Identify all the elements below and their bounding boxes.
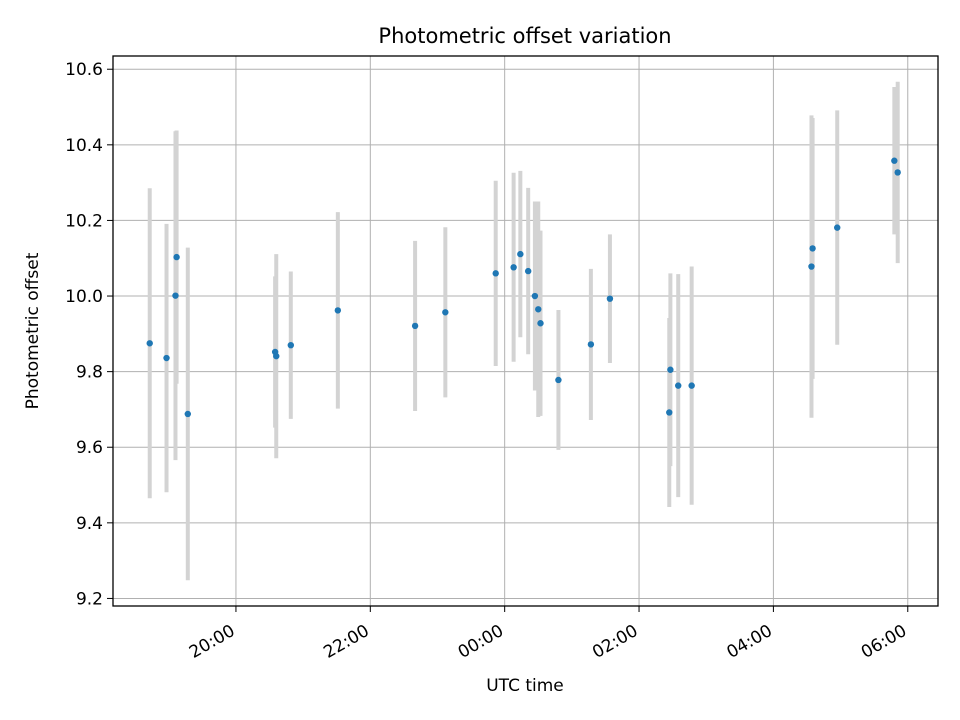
data-point (606, 295, 614, 302)
data-point (442, 309, 449, 316)
x-tick-label: 02:00 (589, 621, 641, 663)
data-point (411, 322, 419, 330)
data-point (334, 307, 342, 314)
x-tick-label: 06:00 (858, 621, 910, 663)
x-tick-label: 00:00 (455, 621, 507, 663)
error-bars (147, 81, 900, 581)
data-point (587, 341, 595, 348)
data-point (688, 382, 695, 389)
data-point (287, 341, 295, 349)
y-tick-label: 9.6 (76, 438, 103, 458)
data-point (891, 157, 898, 164)
y-tick-label: 9.2 (76, 589, 103, 609)
data-point (894, 169, 901, 176)
chart-title: Photometric offset variation (378, 24, 671, 48)
data-points (146, 157, 901, 418)
data-point (666, 409, 673, 416)
data-point (675, 382, 682, 389)
data-point (809, 245, 816, 252)
grid-lines (113, 56, 938, 606)
data-point (163, 354, 170, 362)
x-tick-label: 04:00 (723, 621, 775, 663)
data-point (524, 267, 532, 275)
y-tick-label: 10.2 (65, 211, 103, 231)
x-axis-ticks: 20:00 22:00 00:00 02:00 04:00 06:00 (186, 606, 910, 663)
data-point (172, 292, 179, 299)
data-point (808, 263, 815, 270)
data-point (273, 352, 280, 360)
data-point (537, 320, 544, 327)
y-axis-ticks: 9.2 9.4 9.6 9.8 10.0 10.2 10.4 10.6 (65, 60, 113, 609)
y-tick-label: 9.4 (76, 514, 103, 534)
data-point (667, 366, 674, 373)
data-point (834, 224, 841, 231)
data-point (510, 264, 517, 271)
plot-frame (112, 55, 939, 607)
data-point (184, 410, 191, 418)
data-point (531, 292, 539, 300)
y-tick-label: 10.6 (65, 60, 103, 80)
x-axis-title: UTC time (486, 676, 564, 696)
x-tick-label: 22:00 (320, 621, 372, 663)
y-tick-label: 10.4 (65, 136, 103, 156)
y-axis-title: Photometric offset (23, 252, 43, 409)
y-tick-label: 10.0 (65, 287, 103, 307)
data-point (146, 340, 153, 347)
x-tick-label: 20:00 (186, 621, 238, 663)
data-point (173, 253, 180, 261)
data-point (555, 376, 562, 384)
data-point (517, 250, 524, 258)
data-point (535, 306, 542, 313)
y-tick-label: 9.8 (76, 363, 103, 383)
data-point (492, 270, 499, 277)
